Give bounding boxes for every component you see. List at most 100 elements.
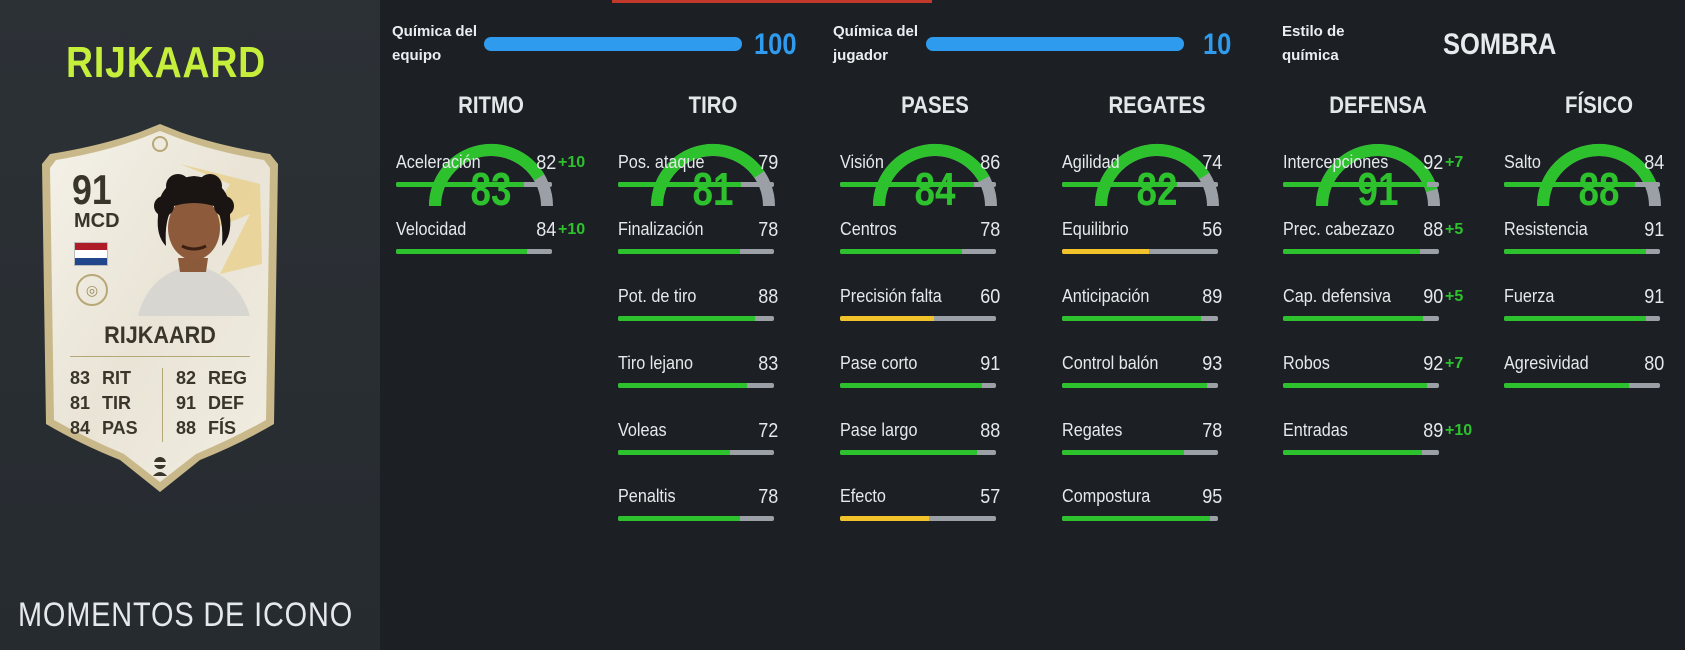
top-accent-line bbox=[612, 0, 932, 3]
stat-bar-fill bbox=[396, 249, 528, 254]
category-value: 81 bbox=[692, 163, 734, 215]
stat-bar-fill bbox=[840, 450, 978, 455]
stat-row: Equilibrio 56 bbox=[1062, 219, 1252, 263]
stat-value: 84 bbox=[535, 219, 556, 241]
stat-value: 89 bbox=[1201, 286, 1222, 308]
category-value: 82 bbox=[1136, 163, 1178, 215]
stat-bar-fill bbox=[840, 316, 934, 321]
stat-bar-fill bbox=[1283, 450, 1422, 455]
stat-value: 57 bbox=[979, 486, 1000, 508]
stat-row: Centros 78 bbox=[840, 219, 1030, 263]
stat-value: 88 bbox=[1422, 219, 1443, 241]
stat-row: Pos. ataque 79 bbox=[618, 152, 808, 196]
card-rating: 91 bbox=[72, 166, 112, 213]
stat-bar bbox=[396, 182, 552, 187]
stat-bar-fill bbox=[840, 182, 975, 187]
stat-label: Prec. cabezazo bbox=[1283, 219, 1395, 239]
stat-label: Compostura bbox=[1062, 486, 1151, 506]
stat-bonus: +7 bbox=[1445, 355, 1464, 372]
player-chemistry-value: 10 bbox=[1203, 28, 1232, 61]
stat-row: Efecto 57 bbox=[840, 486, 1030, 530]
stat-value: 78 bbox=[979, 219, 1000, 241]
stat-value: 82 bbox=[535, 152, 556, 174]
stat-value: 60 bbox=[979, 286, 1000, 308]
category-name: PASES bbox=[901, 92, 969, 119]
stat-bar-fill bbox=[1504, 383, 1629, 388]
stat-bar-fill bbox=[1062, 249, 1150, 254]
stat-row: Pase corto 91 bbox=[840, 353, 1030, 397]
stat-row: Cap. defensiva 90 +5 bbox=[1283, 286, 1473, 330]
card-stat: 88 FÍS bbox=[176, 418, 237, 438]
card-stat: 82 REG bbox=[176, 368, 248, 388]
stat-bar bbox=[1062, 516, 1218, 521]
stat-bar-fill bbox=[618, 249, 740, 254]
stat-row: Anticipación 89 bbox=[1062, 286, 1252, 330]
card-stat: 83 RIT bbox=[70, 368, 131, 388]
stat-row: Penaltis 78 bbox=[618, 486, 808, 530]
stat-row: Precisión falta 60 bbox=[840, 286, 1030, 330]
stat-row: Pase largo 88 bbox=[840, 420, 1030, 464]
stat-bar-fill bbox=[840, 249, 962, 254]
team-chemistry-value: 100 bbox=[754, 28, 797, 61]
card-type-label: MOMENTOS DE ICONO bbox=[18, 596, 354, 634]
stat-bar-fill bbox=[618, 316, 756, 321]
card-stat: 91 DEF bbox=[176, 393, 244, 413]
stat-bar bbox=[1283, 383, 1439, 388]
card-stat: 84 PAS bbox=[70, 418, 138, 438]
category-name: TIRO bbox=[688, 92, 738, 119]
stat-row: Control balón 93 bbox=[1062, 353, 1252, 397]
stat-value: 88 bbox=[979, 420, 1000, 442]
stat-bar bbox=[1504, 182, 1660, 187]
card-position: MCD bbox=[74, 210, 120, 232]
stat-label: Pase largo bbox=[840, 420, 918, 440]
stat-bar bbox=[1062, 316, 1218, 321]
stat-value: 78 bbox=[757, 219, 778, 241]
stat-bar-fill bbox=[618, 516, 740, 521]
stat-label: Finalización bbox=[618, 219, 704, 239]
category-value: 88 bbox=[1578, 163, 1620, 215]
stat-label: Voleas bbox=[618, 420, 667, 440]
stat-bar bbox=[840, 450, 996, 455]
stat-label: Agresividad bbox=[1504, 353, 1589, 373]
stat-bar-fill bbox=[1062, 182, 1178, 187]
stat-row: Aceleración 82 +10 bbox=[396, 152, 586, 196]
stat-bonus: +10 bbox=[558, 154, 586, 171]
stat-bar bbox=[1504, 316, 1660, 321]
stat-bar bbox=[1283, 316, 1439, 321]
stat-label: Intercepciones bbox=[1283, 152, 1389, 172]
stat-bar-fill bbox=[1062, 383, 1208, 388]
stat-value: 80 bbox=[1643, 353, 1664, 375]
stat-value: 72 bbox=[757, 420, 778, 442]
stat-bar bbox=[1283, 249, 1439, 254]
stat-row: Agilidad 74 bbox=[1062, 152, 1252, 196]
stat-label: Resistencia bbox=[1504, 219, 1588, 239]
stat-label: Efecto bbox=[840, 486, 886, 506]
stat-row: Intercepciones 92 +7 bbox=[1283, 152, 1473, 196]
card-divider bbox=[70, 356, 250, 357]
stat-label: Visión bbox=[840, 152, 884, 172]
chemistry-style-value[interactable]: SOMBRA bbox=[1443, 28, 1557, 61]
stat-bonus: +7 bbox=[1445, 154, 1464, 171]
stat-bar bbox=[396, 249, 552, 254]
stat-bar bbox=[1062, 182, 1218, 187]
chemistry-style-label: Estilo de química bbox=[1282, 23, 1345, 64]
stat-bar-fill bbox=[840, 383, 982, 388]
player-panel: RIJKAARD 91 MCD ◎ bbox=[0, 0, 380, 650]
stat-bar-fill bbox=[1504, 249, 1646, 254]
stat-bar bbox=[618, 249, 774, 254]
icon-badge-icon: ◎ bbox=[76, 274, 108, 306]
stat-value: 74 bbox=[1201, 152, 1222, 174]
stat-bar bbox=[840, 516, 996, 521]
category-name: RITMO bbox=[458, 92, 524, 119]
netherlands-flag-icon bbox=[74, 242, 108, 266]
player-name: RIJKAARD bbox=[66, 38, 267, 87]
stat-value: 89 bbox=[1422, 420, 1443, 442]
stat-bar-fill bbox=[1283, 249, 1421, 254]
stat-row: Resistencia 91 bbox=[1504, 219, 1685, 263]
player-card[interactable]: 91 MCD ◎ RIJKAARD 83 RIT 81 TIR 84 PAS 82 RE… bbox=[30, 124, 290, 500]
stat-bar bbox=[1504, 383, 1660, 388]
card-stats-right: 82 REG 91 DEF 88 FÍS bbox=[176, 366, 247, 441]
stat-bonus: +10 bbox=[558, 221, 586, 238]
stat-label: Entradas bbox=[1283, 420, 1348, 440]
stat-bar-fill bbox=[1283, 182, 1427, 187]
